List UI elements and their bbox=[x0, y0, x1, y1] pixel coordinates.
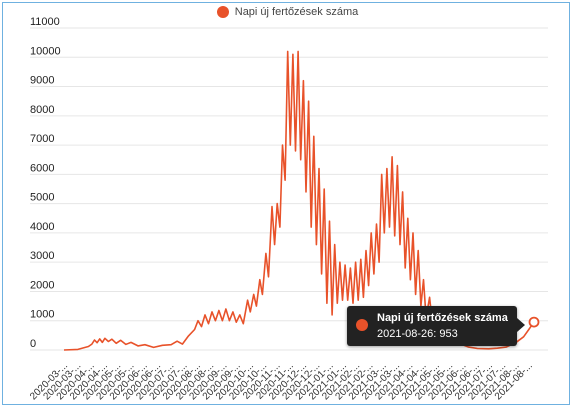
y-tick-label: 8000 bbox=[30, 104, 54, 116]
tooltip-value: 2021-08-26: 953 bbox=[377, 328, 458, 340]
grid-lines bbox=[30, 27, 548, 351]
y-tick-label: 2000 bbox=[30, 279, 54, 291]
tooltip-title: Napi új fertőzések száma bbox=[377, 312, 508, 324]
legend-label: Napi új fertőzések száma bbox=[234, 6, 359, 18]
y-tick-label: 7000 bbox=[30, 133, 54, 145]
y-tick-label: 4000 bbox=[30, 221, 54, 233]
y-tick-label: 11000 bbox=[30, 16, 60, 28]
x-axis-ticks: 2020-03-...2020-03-...2020-04-...2020-04… bbox=[28, 360, 535, 402]
y-tick-label: 3000 bbox=[30, 250, 54, 262]
series-line[interactable] bbox=[63, 50, 535, 351]
y-tick-label: 5000 bbox=[30, 192, 54, 204]
hovered-data-point[interactable] bbox=[528, 316, 540, 328]
y-tick-label: 10000 bbox=[30, 45, 61, 57]
y-tick-label: 9000 bbox=[30, 75, 54, 87]
y-tick-label: 6000 bbox=[30, 162, 54, 174]
y-tick-label: 0 bbox=[30, 338, 36, 350]
y-axis-ticks: 0 1000 2000 3000 4000 5000 6000 7000 8000 9000 100… bbox=[30, 16, 61, 350]
tooltip-marker-icon bbox=[356, 319, 368, 331]
legend-marker-icon bbox=[216, 6, 229, 18]
tooltip-arrow bbox=[517, 318, 525, 332]
legend[interactable]: Napi új fertőzések száma bbox=[0, 6, 575, 18]
tooltip: Napi új fertőzések száma 2021-08-26: 953 bbox=[347, 306, 517, 346]
y-tick-label: 1000 bbox=[30, 309, 54, 321]
